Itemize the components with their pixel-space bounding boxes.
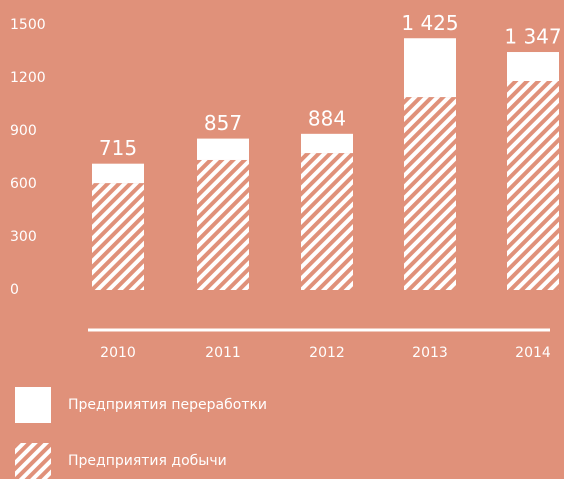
x-tick-label: 2012 — [309, 345, 345, 361]
legend-swatch — [15, 443, 51, 479]
bar-segment — [92, 183, 144, 290]
bar-segment — [404, 97, 456, 290]
y-tick-label: 300 — [10, 229, 37, 245]
bar-segment — [197, 138, 249, 160]
x-tick-label: 2010 — [100, 345, 136, 361]
bar-segment — [92, 163, 144, 184]
bar-segment — [197, 159, 249, 290]
total-label: 857 — [204, 111, 242, 135]
y-tick-label: 600 — [10, 176, 37, 192]
bar-segment — [507, 81, 559, 291]
y-tick-label: 1200 — [10, 70, 46, 86]
total-label: 1 347 — [504, 25, 561, 49]
x-tick-label: 2011 — [205, 345, 241, 361]
bar-segment — [301, 133, 353, 154]
total-label: 884 — [308, 106, 346, 130]
total-label: 715 — [99, 136, 137, 160]
x-tick-label: 2013 — [412, 345, 448, 361]
bar-segment — [301, 153, 353, 290]
y-tick-label: 900 — [10, 123, 37, 139]
x-tick-label: 2014 — [515, 345, 551, 361]
legend-label: Предприятия добычи — [68, 453, 227, 469]
legend-swatch — [15, 387, 51, 423]
total-label: 1 425 — [401, 11, 458, 35]
bar-segment — [404, 38, 456, 98]
legend-label: Предприятия переработки — [68, 397, 267, 413]
y-tick-label: 0 — [10, 282, 19, 298]
y-tick-label: 1500 — [10, 17, 46, 33]
bar-segment — [507, 52, 559, 82]
